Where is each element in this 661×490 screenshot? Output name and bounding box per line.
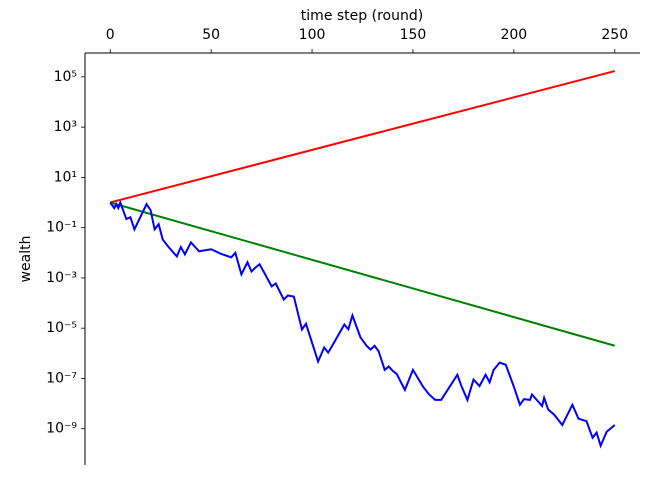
y-tick-label: 10¹ (54, 169, 77, 185)
y-axis-label: wealth (18, 236, 34, 283)
x-tick-label: 100 (299, 27, 326, 43)
y-tick-label: 10⁻⁵ (46, 320, 77, 336)
x-tick-label: 200 (500, 27, 527, 43)
data-line (109, 201, 616, 347)
y-tick-label: 10⁻⁹ (46, 421, 77, 437)
x-tick-label: 150 (400, 27, 427, 43)
x-axis-label: time step (round) (301, 8, 423, 24)
x-tick-label: 0 (106, 27, 115, 43)
y-tick-label: 10³ (54, 119, 77, 135)
data-line (109, 70, 616, 204)
y-tick-label: 10⁻³ (46, 270, 77, 286)
data-line (109, 199, 616, 449)
x-tick-label: 250 (601, 27, 628, 43)
y-tick-label: 10⁻⁷ (46, 370, 77, 386)
x-tick-label: 50 (202, 27, 220, 43)
y-tick-label: 10⁻¹ (46, 220, 77, 236)
y-tick-label: 10⁵ (54, 69, 77, 85)
